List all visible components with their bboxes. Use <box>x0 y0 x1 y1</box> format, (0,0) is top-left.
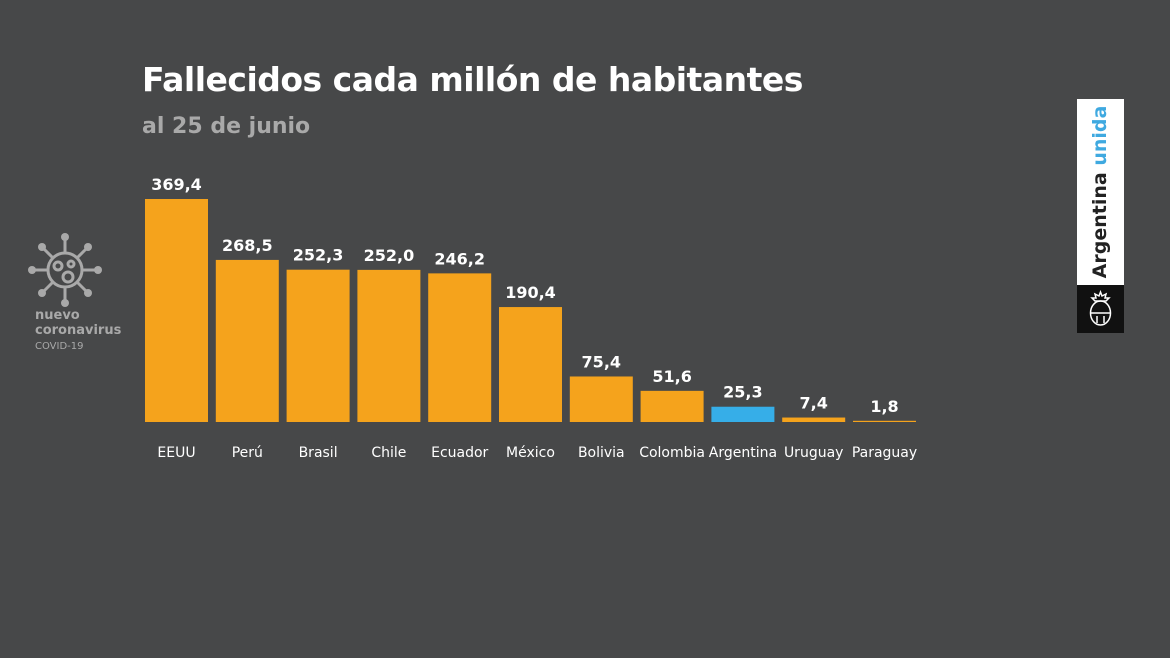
bar-perú <box>215 259 279 422</box>
brand-panel: Argentina unida <box>1077 99 1124 285</box>
data-label: 75,4 <box>582 352 621 371</box>
brand-word-1: Argentina <box>1089 172 1111 279</box>
category-label: EEUU <box>157 445 195 461</box>
chart-title: Fallecidos cada millón de habitantes <box>142 60 803 99</box>
category-label: Bolivia <box>578 445 625 461</box>
badge-line-3: COVID-19 <box>35 341 84 352</box>
bar-paraguay <box>853 420 916 422</box>
brand-text: Argentina unida <box>1089 106 1111 279</box>
bar-colombia <box>640 390 704 422</box>
data-label: 369,4 <box>151 175 202 194</box>
badge-line-1: nuevo <box>35 308 80 323</box>
bar-argentina <box>711 406 775 422</box>
category-label: Perú <box>232 445 263 461</box>
virus-icon <box>28 233 102 307</box>
category-label: Uruguay <box>784 445 844 461</box>
bar-méxico <box>499 307 562 422</box>
data-label: 252,0 <box>364 246 415 265</box>
brand-logo: Argentina unida <box>1077 99 1124 333</box>
category-label: México <box>506 445 555 461</box>
category-label: Paraguay <box>852 445 917 461</box>
data-label: 252,3 <box>293 246 344 265</box>
data-label: 190,4 <box>505 283 556 302</box>
bar-ecuador <box>428 273 492 422</box>
data-label: 268,5 <box>222 236 273 255</box>
data-label: 246,2 <box>434 249 485 268</box>
category-label: Argentina <box>709 445 777 461</box>
chart-subtitle: al 25 de junio <box>142 114 311 139</box>
bar-brasil <box>286 269 350 422</box>
badge-line-2: coronavirus <box>35 323 122 338</box>
category-label: Brasil <box>299 445 338 461</box>
category-label: Colombia <box>639 445 705 461</box>
data-label: 25,3 <box>723 383 762 402</box>
coat-of-arms-icon <box>1089 289 1112 326</box>
bar-eeuu <box>145 199 208 422</box>
bar-chile <box>357 269 421 422</box>
brand-word-2: unida <box>1089 105 1111 166</box>
data-label: 7,4 <box>800 394 828 413</box>
brand-emblem-panel <box>1077 285 1124 333</box>
data-label: 1,8 <box>870 397 898 416</box>
category-label: Ecuador <box>431 445 488 461</box>
bar-uruguay <box>782 417 846 422</box>
category-label: Chile <box>371 445 406 461</box>
bar-bolivia <box>569 376 633 422</box>
data-label: 51,6 <box>652 367 691 386</box>
